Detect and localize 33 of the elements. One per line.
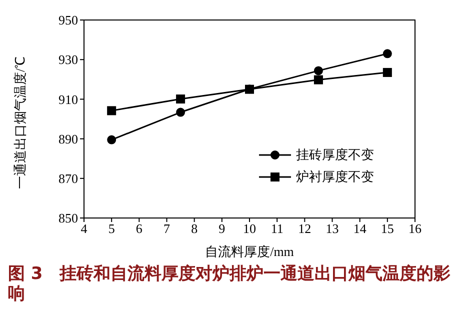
y-tick-label: 870 [58, 171, 78, 186]
y-tick-label: 850 [58, 210, 78, 226]
text: 图 3 挂砖和自流料厚度对炉排炉一通道出口烟气温度的影响 [8, 264, 452, 304]
point [245, 84, 254, 94]
point [314, 75, 323, 84]
y-tick-label: 950 [58, 12, 78, 28]
x-tick-label: 13 [326, 221, 339, 236]
x-tick-label: 8 [191, 221, 198, 236]
x-tick-label: 5 [108, 221, 115, 236]
legend-label: 炉衬厚度不变 [296, 168, 374, 186]
y-axis-title: 一通道出口烟气温度/℃ [12, 56, 28, 189]
x-tick-label: 11 [270, 221, 284, 236]
x-tick-label: 16 [408, 221, 422, 236]
x-tick-label: 7 [164, 221, 170, 236]
point [176, 94, 186, 104]
x-tick-label: 10 [243, 221, 256, 236]
x-tick-label: 15 [380, 221, 394, 236]
y-tick-label: 910 [58, 92, 78, 107]
x-tick-label: 4 [80, 221, 88, 236]
point [382, 49, 392, 58]
y-tick-label: 890 [58, 131, 78, 146]
x-axis-title: 自流料厚度/mm [205, 244, 294, 259]
point [107, 135, 116, 144]
x-tick-label: 6 [136, 221, 143, 236]
point [314, 66, 323, 76]
point [382, 68, 392, 77]
legend-label: 挂砖厚度不变 [296, 146, 374, 164]
x-tick-label: 14 [353, 221, 367, 236]
x-tick-label: 9 [218, 221, 226, 236]
point [107, 106, 116, 116]
point [176, 108, 186, 117]
y-tick-label: 930 [58, 52, 78, 68]
x-tick-label: 12 [298, 221, 312, 236]
